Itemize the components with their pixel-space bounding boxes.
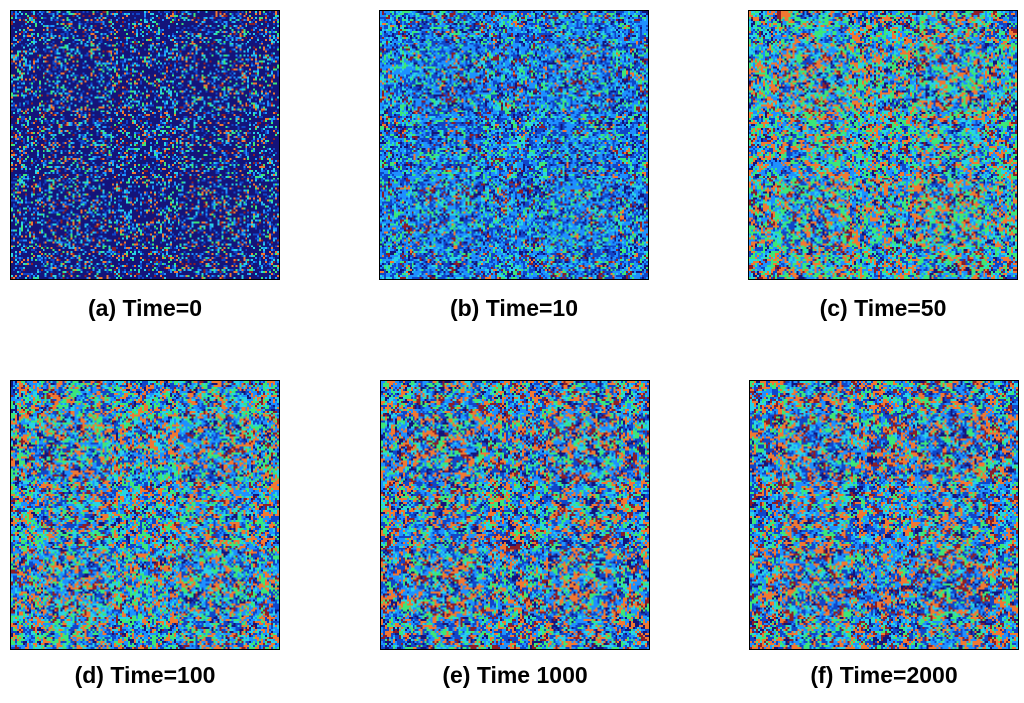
- panel-caption-c: (c) Time=50: [819, 295, 947, 321]
- lattice-image-a: [10, 10, 280, 280]
- panel-caption-f: (f) Time=2000: [810, 662, 958, 688]
- panel-caption-b: (b) Time=10: [449, 295, 579, 321]
- lattice-panel-e: (e) Time 1000: [380, 380, 650, 688]
- lattice-panel-b: (b) Time=10: [379, 10, 649, 321]
- lattice-panel-f: (f) Time=2000: [749, 380, 1019, 688]
- lattice-panel-c: (c) Time=50: [748, 10, 1018, 321]
- panel-caption-a: (a) Time=0: [88, 295, 202, 321]
- panel-caption-d: (d) Time=100: [74, 662, 216, 688]
- lattice-panel-a: (a) Time=0: [10, 10, 280, 321]
- lattice-image-e: [380, 380, 650, 650]
- panel-caption-e: (e) Time 1000: [442, 662, 588, 688]
- lattice-panel-d: (d) Time=100: [10, 380, 280, 688]
- lattice-image-d: [10, 380, 280, 650]
- lattice-image-c: [748, 10, 1018, 280]
- lattice-image-f: [749, 380, 1019, 650]
- lattice-image-b: [379, 10, 649, 280]
